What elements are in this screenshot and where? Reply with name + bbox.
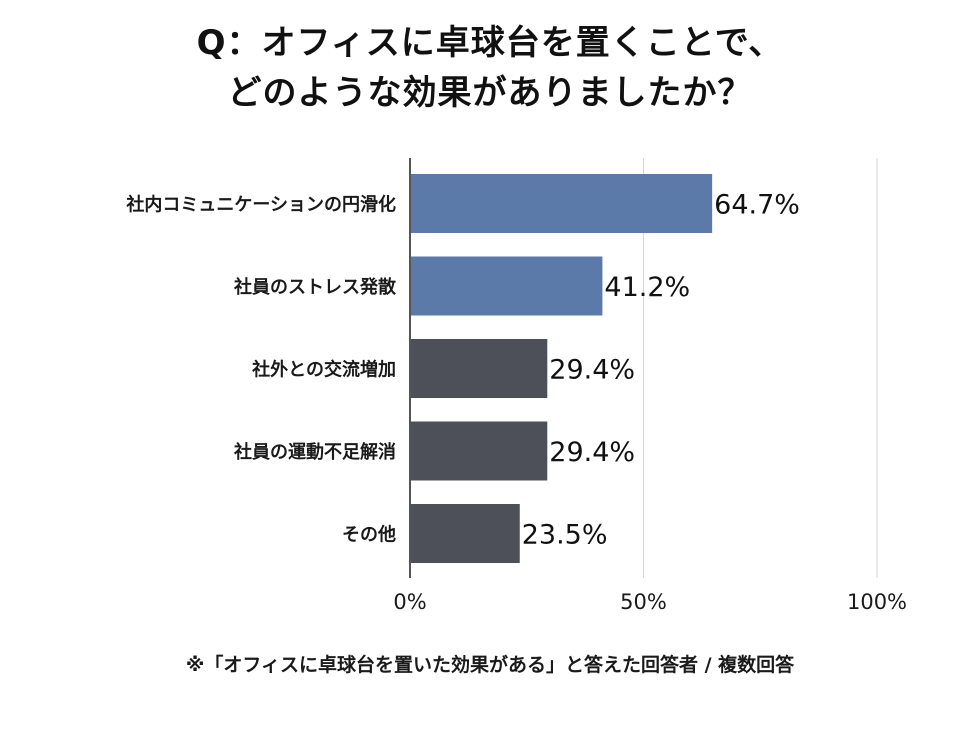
category-label: 社員の運動不足解消 <box>234 441 396 463</box>
bar <box>410 174 713 233</box>
category-label: 社員のストレス発散 <box>234 276 397 298</box>
chart-footnote: ※「オフィスに卓球台を置いた効果がある」と答えた回答者 / 複数回答 <box>185 654 795 676</box>
value-label: 29.4% <box>549 355 635 386</box>
category-label: 社内コミュニケーションの円滑化 <box>126 194 396 216</box>
category-label: 社外との交流増加 <box>252 359 396 381</box>
x-tick-label: 0% <box>393 590 426 614</box>
bar <box>410 421 548 481</box>
value-label: 23.5% <box>522 520 608 551</box>
value-label: 41.2% <box>604 272 690 303</box>
bar <box>410 504 520 563</box>
chart-title-line-2: どのような効果がありましたか？ <box>227 73 753 113</box>
x-tick-label: 50% <box>620 590 667 614</box>
chart-title-line-1: Q：オフィスに卓球台を置くことで、 <box>196 23 784 63</box>
bar <box>410 256 603 316</box>
value-label: 29.4% <box>549 437 635 468</box>
bar <box>410 339 548 398</box>
chart-title: Q：オフィスに卓球台を置くことで、 どのような効果がありましたか？ <box>0 18 980 118</box>
category-label: その他 <box>342 524 396 546</box>
x-tick-label: 100% <box>847 590 907 614</box>
value-label: 64.7% <box>714 190 800 221</box>
